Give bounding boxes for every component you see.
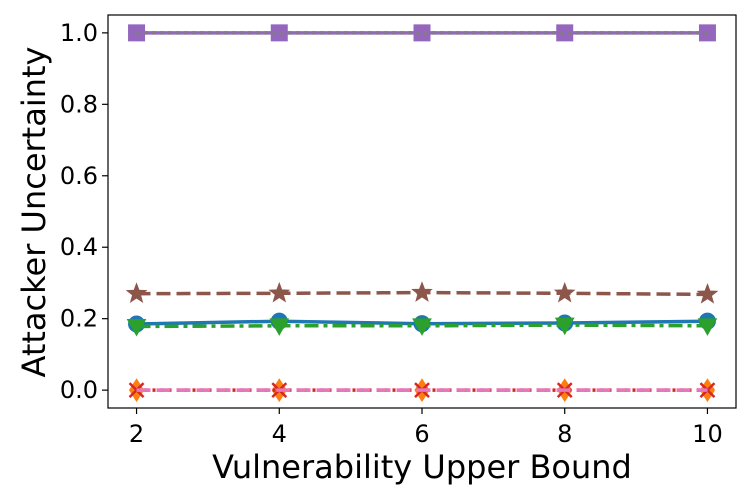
x-tick-label: 4 — [272, 420, 287, 448]
data-point-marker — [696, 282, 719, 304]
y-axis-ticks: 0.0 0.2 0.4 0.6 0.8 1.0 — [60, 19, 108, 404]
y-tick-label: 0.4 — [60, 233, 98, 261]
y-tick-label: 0.6 — [60, 162, 98, 190]
plot-frame — [107, 14, 737, 409]
series-4 — [128, 24, 716, 42]
data-point-marker — [126, 319, 147, 337]
data-point-marker — [413, 24, 431, 42]
series-layer — [125, 24, 719, 403]
y-tick-label: 0.2 — [60, 305, 98, 333]
x-tick-label: 2 — [129, 420, 144, 448]
x-axis-label: Vulnerability Upper Bound — [212, 448, 632, 486]
data-point-marker — [553, 281, 576, 303]
y-axis-label: Attacker Uncertainty — [15, 47, 53, 378]
data-point-marker — [411, 281, 433, 302]
x-tick-label: 6 — [414, 420, 429, 448]
series-5 — [125, 281, 719, 304]
y-tick-label: 0.8 — [60, 90, 98, 118]
data-point-marker — [554, 317, 575, 336]
series-2 — [126, 317, 718, 337]
data-point-marker — [270, 24, 288, 42]
y-tick-label: 1.0 — [60, 19, 98, 47]
data-point-marker — [556, 24, 574, 42]
x-tick-label: 10 — [692, 420, 723, 448]
data-point-marker — [269, 318, 290, 336]
x-tick-label: 8 — [557, 420, 572, 448]
x-axis-ticks: 2 4 6 8 10 — [129, 408, 723, 448]
y-tick-label: 0.0 — [60, 376, 98, 404]
data-point-marker — [412, 318, 432, 336]
data-point-marker — [268, 281, 291, 303]
data-point-marker — [697, 318, 718, 336]
data-point-marker — [125, 282, 148, 303]
